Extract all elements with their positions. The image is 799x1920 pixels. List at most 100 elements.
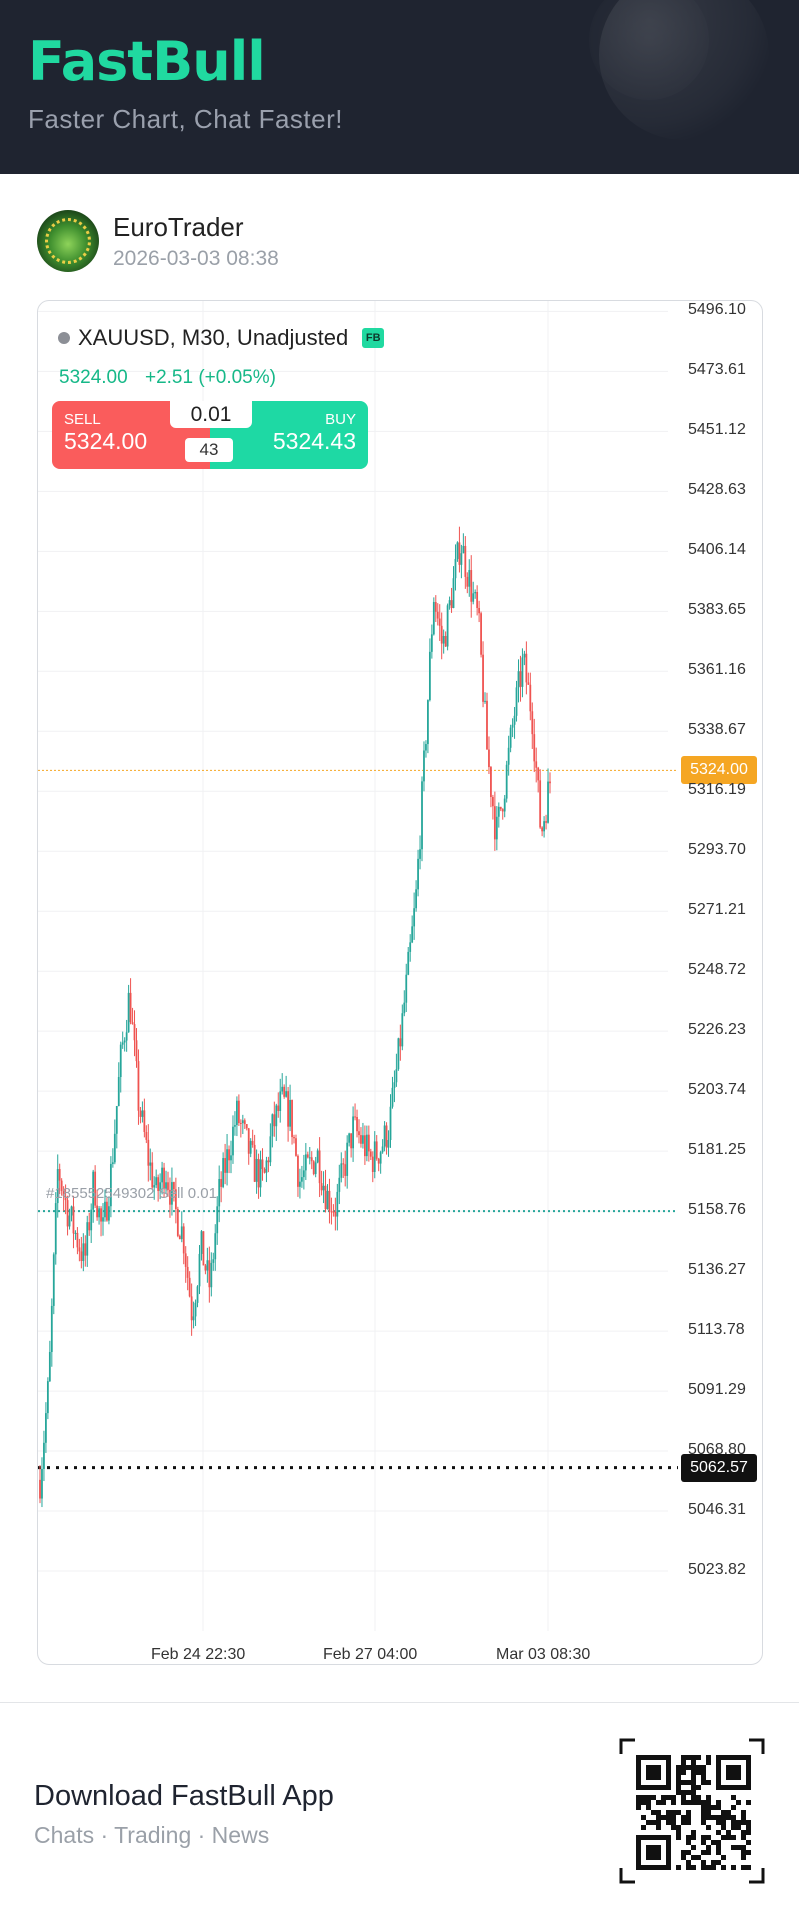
candle-body: [226, 1149, 228, 1173]
qr-module: [686, 1860, 691, 1865]
sell-price: 5324.00: [64, 428, 148, 454]
candle-body: [393, 1082, 396, 1088]
candle-body: [499, 806, 502, 810]
candle-body: [383, 1125, 386, 1147]
candle-body: [88, 1222, 91, 1231]
qr-module: [701, 1810, 706, 1815]
candle-body: [328, 1190, 331, 1212]
qr-module: [656, 1800, 661, 1805]
candle-body: [39, 1479, 41, 1499]
qr-module: [731, 1805, 736, 1810]
qr-module: [731, 1865, 736, 1870]
candle-body: [517, 671, 520, 688]
qr-code[interactable]: [619, 1738, 765, 1884]
sell-button[interactable]: SELL 5324.00: [52, 401, 210, 469]
qr-module: [691, 1835, 696, 1840]
lot-size-input[interactable]: 0.01: [170, 401, 252, 428]
candle-body: [214, 1233, 217, 1260]
order-line-label[interactable]: #185552549302 Sell 0.01: [46, 1185, 217, 1203]
candle-body: [167, 1182, 169, 1190]
candle-body: [432, 602, 435, 635]
candle-body: [96, 1205, 99, 1218]
candle-body: [249, 1140, 252, 1154]
candle-body: [407, 951, 410, 975]
qr-module: [691, 1785, 696, 1790]
candle-body: [190, 1296, 193, 1321]
candle-body: [147, 1139, 150, 1166]
candle-body: [438, 618, 441, 626]
candle-body: [503, 798, 506, 812]
chart-card[interactable]: XAUUSD, M30, Unadjusted FB 5324.00 +2.51…: [37, 300, 763, 1665]
candle-body: [545, 821, 547, 823]
candle-body: [474, 591, 477, 594]
candle-body: [188, 1277, 191, 1297]
candle-body: [369, 1151, 372, 1157]
qr-module: [716, 1840, 721, 1845]
candle-body: [56, 1169, 59, 1204]
candle-body: [60, 1180, 63, 1191]
symbol-title[interactable]: XAUUSD, M30, Unadjusted: [78, 325, 349, 350]
qr-module: [726, 1810, 731, 1815]
price-change: +2.51 (+0.05%): [144, 367, 276, 388]
qr-module: [691, 1795, 696, 1800]
candle-body: [109, 1163, 112, 1207]
y-tick-label: 5181.25: [688, 1141, 746, 1159]
price-chart[interactable]: [38, 301, 763, 1665]
candle-body: [159, 1182, 162, 1192]
candle-body: [84, 1243, 87, 1256]
qr-module: [701, 1850, 706, 1855]
candle-body: [425, 744, 427, 751]
candle-body: [423, 750, 425, 782]
candle-body: [358, 1131, 360, 1136]
y-tick-label: 5226.23: [688, 1021, 746, 1039]
qr-module: [716, 1845, 721, 1850]
candle-body: [336, 1191, 339, 1217]
candle-body: [212, 1259, 215, 1263]
qr-module: [721, 1825, 726, 1830]
qr-module: [741, 1850, 746, 1855]
qr-module: [721, 1865, 726, 1870]
candle-body: [94, 1171, 97, 1206]
qr-module: [691, 1780, 696, 1785]
qr-module: [701, 1770, 706, 1775]
candle-body: [515, 687, 518, 716]
buy-button[interactable]: BUY 5324.43: [210, 401, 368, 469]
candle-body: [387, 1140, 390, 1148]
username[interactable]: EuroTrader: [113, 212, 244, 242]
qr-module: [706, 1815, 711, 1820]
candle-body: [200, 1231, 203, 1254]
candle-body: [255, 1158, 258, 1182]
candle-body: [454, 558, 457, 579]
avatar[interactable]: [37, 210, 99, 272]
candle-body: [208, 1260, 211, 1288]
candle-body: [460, 553, 463, 565]
y-tick-label: 5158.76: [688, 1201, 746, 1219]
candle-body: [267, 1160, 270, 1163]
candle-body: [505, 764, 508, 799]
candle-body: [529, 684, 532, 712]
qr-module: [691, 1865, 696, 1870]
download-title[interactable]: Download FastBull App: [34, 1780, 334, 1812]
qr-module: [651, 1810, 656, 1815]
candle-body: [137, 1061, 140, 1111]
candle-body: [234, 1125, 236, 1127]
candle-body: [458, 542, 461, 565]
qr-module: [676, 1835, 681, 1840]
app-header: FastBull Faster Chart, Chat Faster!: [0, 0, 799, 174]
qr-module: [681, 1780, 686, 1785]
candle-body: [375, 1141, 378, 1159]
symbol-row: XAUUSD, M30, Unadjusted FB: [58, 325, 385, 351]
candle-body: [222, 1158, 225, 1187]
qr-module: [636, 1795, 641, 1800]
qr-module: [671, 1810, 676, 1815]
qr-module: [656, 1810, 661, 1815]
qr-corner: [749, 1738, 765, 1754]
candle-body: [265, 1160, 268, 1173]
qr-module: [656, 1820, 661, 1825]
sell-label: SELL: [64, 411, 101, 428]
qr-module: [701, 1840, 706, 1845]
qr-module: [676, 1830, 681, 1835]
y-tick-label: 5091.29: [688, 1381, 746, 1399]
candle-body: [468, 570, 471, 587]
candle-body: [216, 1206, 219, 1234]
